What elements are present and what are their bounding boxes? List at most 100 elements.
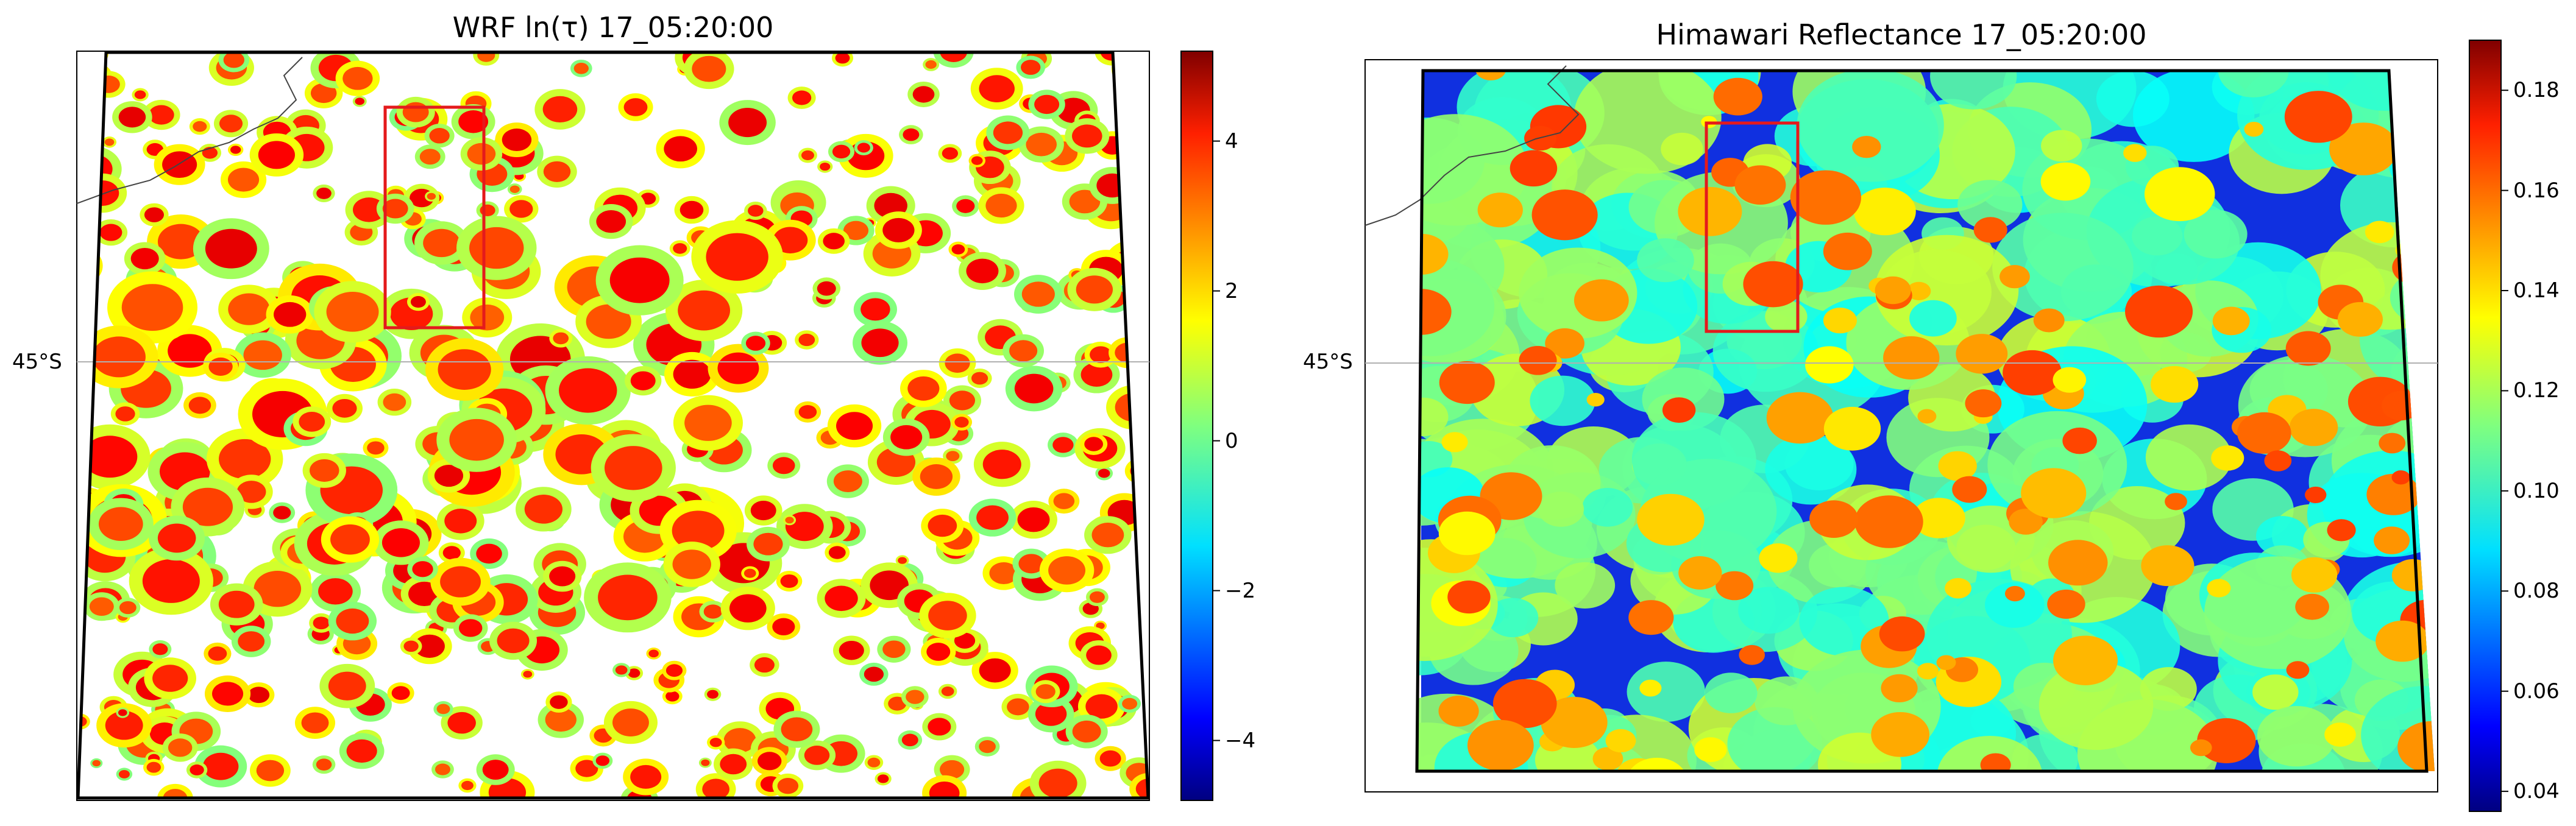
cloud-core [383, 393, 406, 411]
cloud-core [941, 686, 954, 696]
cloud-core [238, 631, 265, 652]
cloud-core [772, 457, 795, 475]
cloud-core [720, 754, 747, 775]
cloud-core [888, 696, 907, 711]
bright-patch [1875, 276, 1911, 305]
bright-patch [2244, 121, 2264, 137]
right-domain-outline [1415, 69, 2429, 773]
cloud-core [98, 507, 143, 542]
bright-patch [1694, 737, 1727, 763]
cloud-core [476, 543, 502, 564]
cloud-core [985, 193, 1017, 218]
reflectance-patch [2038, 662, 2154, 750]
reflectance-patch [2184, 210, 2248, 259]
reflectance-patch [1957, 180, 2023, 230]
cloud-cell [933, 52, 974, 68]
bright-patch [2190, 739, 2212, 757]
cloud-core [119, 601, 137, 615]
cloud-core [781, 717, 813, 742]
cloud-core [310, 83, 337, 104]
cloud-core [861, 328, 899, 358]
bright-patch [2289, 409, 2338, 447]
bright-patch [2329, 122, 2398, 175]
bright-patch [2125, 285, 2193, 338]
cloud-core [575, 760, 598, 777]
cloud-core [750, 500, 776, 521]
bright-patch [1592, 747, 1623, 771]
cloud-core [550, 695, 568, 709]
cloud-core [435, 763, 450, 775]
colorbar-tick-label: 0.06 [2513, 679, 2560, 704]
bright-patch [1477, 192, 1523, 228]
bright-patch [1938, 451, 1977, 481]
cloud-core [444, 509, 477, 534]
cloud-core [543, 161, 571, 182]
colorbar-tick-label: 0.14 [2513, 278, 2560, 303]
colorbar-tick-label: −2 [1225, 578, 1256, 603]
reflectance-patch [2041, 130, 2082, 162]
bright-patch [1881, 674, 1918, 703]
cloud-core [82, 436, 138, 478]
cloud-core [951, 244, 965, 255]
cloud-core [946, 451, 960, 462]
cloud-core [429, 128, 450, 144]
bright-patch [1678, 186, 1742, 236]
cloud-core [190, 764, 204, 775]
cloud-core [615, 665, 628, 675]
cloud-core [1009, 340, 1038, 362]
bright-patch [1510, 150, 1558, 187]
cloud-core [703, 604, 723, 619]
cloud-core [382, 199, 408, 219]
cloud-core [248, 687, 270, 704]
bright-patch [1854, 187, 1916, 236]
cloud-core [928, 514, 957, 537]
cloud-core [414, 634, 445, 658]
cloud-core [440, 566, 481, 598]
cloud-core [665, 664, 683, 677]
cloud-core [833, 470, 862, 493]
cloud-core [1085, 694, 1118, 719]
right-highlight-box [1705, 121, 1800, 333]
cloud-core [442, 546, 461, 560]
cloud-core [979, 75, 1015, 102]
reflectance-patch [2255, 516, 2308, 557]
cloud-core [877, 774, 889, 783]
right-lat-label: 45°S [1303, 350, 1353, 374]
bright-patch [1716, 571, 1754, 601]
cloud-core [907, 376, 940, 401]
right-chart-title: Himawari Reflectance 17_05:20:00 [1656, 18, 2147, 51]
reflectance-patch [1930, 71, 2017, 110]
cloud-core [144, 207, 165, 222]
cloud-core [92, 336, 146, 378]
bright-patch [1586, 392, 1605, 407]
bright-patch [2284, 91, 2352, 143]
bright-patch [1739, 644, 1765, 665]
cloud-core [236, 481, 266, 503]
cloud-core [1090, 346, 1112, 364]
cloud-core [882, 640, 906, 658]
cloud-core [105, 711, 143, 740]
reflectance-patch [2252, 674, 2299, 710]
cloud-core [256, 760, 285, 782]
cloud-core [792, 90, 812, 105]
reflectance-patch [1530, 375, 1595, 426]
bright-patch [2144, 167, 2215, 222]
cloud-core [982, 450, 1021, 479]
cloud-core [146, 761, 161, 773]
bright-patch [2053, 635, 2118, 685]
bright-patch [1852, 135, 1881, 158]
bright-patch [2062, 427, 2097, 454]
cloud-core [753, 532, 783, 556]
left-map [76, 51, 1150, 801]
cloud-core [313, 616, 330, 630]
bright-patch [1766, 392, 1834, 444]
cloud-core [461, 780, 474, 791]
cloud-core [1069, 189, 1101, 214]
cloud-core [152, 665, 188, 692]
cloud-core [477, 52, 495, 62]
colorbar-tick-label: 0.12 [2513, 378, 2560, 403]
cloud-core [609, 257, 670, 303]
reflectance-patch [1661, 132, 1703, 166]
cloud-core [542, 96, 578, 123]
bright-patch [1999, 265, 2030, 289]
